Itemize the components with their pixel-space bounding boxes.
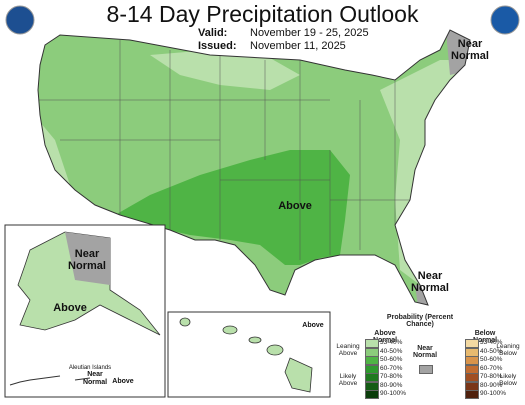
legend-label: 50-60% <box>480 356 503 363</box>
legend-label: 33-40% <box>480 339 503 346</box>
map-label: Above <box>112 378 134 385</box>
legend-label: 80-90% <box>480 381 503 389</box>
legend-title: Probability (Percent Chance) <box>386 314 454 328</box>
issued-label: Issued: <box>198 40 237 52</box>
legend-note: Leaning Below <box>496 343 520 357</box>
legend-note: Leaning Above <box>336 343 360 357</box>
map-label: Above <box>302 322 324 329</box>
legend-label: 90-100% <box>480 390 507 397</box>
noaa-logo <box>490 5 520 35</box>
map-label: Near Normal <box>68 248 106 272</box>
legend-label: 90-100% <box>380 390 407 397</box>
title: 8-14 Day Precipitation Outlook <box>106 1 419 27</box>
legend-heading: Below Normal <box>472 330 498 344</box>
valid-label: Valid: <box>198 27 228 39</box>
issued-line: Issued: November 11, 2025 <box>198 40 346 52</box>
legend-label: 80-90% <box>380 381 403 389</box>
alaska-near <box>65 232 110 285</box>
legend-label: 33-40% <box>380 339 403 346</box>
issued-date: November 11, 2025 <box>250 40 346 52</box>
map-label: Near Normal <box>82 371 108 386</box>
legend-label: 70-80% <box>480 373 503 380</box>
legend-label: 50-60% <box>380 356 403 363</box>
map-label: Above <box>278 200 312 212</box>
valid-line: Valid: November 19 - 25, 2025 <box>198 27 369 39</box>
legend-note: Likely Below <box>499 373 517 387</box>
legend-swatch <box>465 390 479 399</box>
legend-heading: Near Normal <box>412 345 438 359</box>
doc-logo <box>5 5 35 35</box>
legend-label: 70-80% <box>380 373 403 380</box>
hawaii <box>179 317 313 393</box>
map-label: Near Normal <box>411 270 449 294</box>
legend-swatch <box>365 390 379 399</box>
legend-label: 40-50% <box>480 347 503 355</box>
legend-label: 60-70% <box>480 364 503 372</box>
map-label: Near Normal <box>451 38 489 62</box>
aleutians <box>9 375 91 386</box>
map-label: Above <box>53 302 87 314</box>
legend-swatch <box>419 365 433 374</box>
valid-dates: November 19 - 25, 2025 <box>250 27 369 39</box>
map-label: Aleutian Islands <box>68 365 112 371</box>
legend-note: Likely Above <box>338 373 358 387</box>
legend-label: 60-70% <box>380 364 403 372</box>
legend-label: 40-50% <box>380 347 403 355</box>
legend-heading: Above Normal <box>372 330 398 344</box>
